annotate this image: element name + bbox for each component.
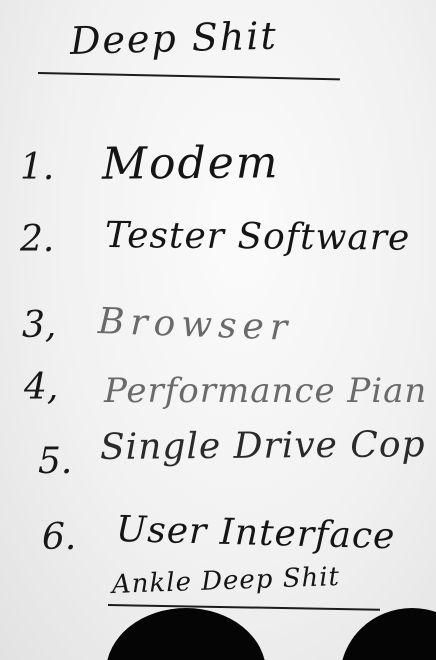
item-text-3: Browser bbox=[97, 301, 294, 349]
item-number-3: 3, bbox=[22, 305, 57, 346]
item-text-4: Performance Pian bbox=[104, 371, 428, 411]
item-number-5: 5. bbox=[38, 441, 73, 482]
item-number-1: 1. bbox=[20, 147, 55, 188]
item-text-1: Modem bbox=[101, 137, 280, 190]
title-underline bbox=[37, 72, 340, 81]
item-text-6: User Interface bbox=[115, 509, 396, 558]
board-title: Deep Shit bbox=[69, 13, 279, 63]
item-text-2: Tester Software bbox=[104, 215, 411, 259]
item-number-4: 4, bbox=[24, 367, 59, 408]
board-subtitle: Ankle Deep Shit bbox=[111, 562, 341, 600]
item-number-2: 2. bbox=[20, 219, 55, 260]
head-shadow-right bbox=[342, 608, 436, 660]
item-text-5: Single Drive Cop bbox=[99, 424, 426, 468]
item-number-6: 6. bbox=[42, 517, 77, 558]
subtitle-underline bbox=[107, 604, 380, 611]
head-shadow-left bbox=[107, 608, 265, 660]
